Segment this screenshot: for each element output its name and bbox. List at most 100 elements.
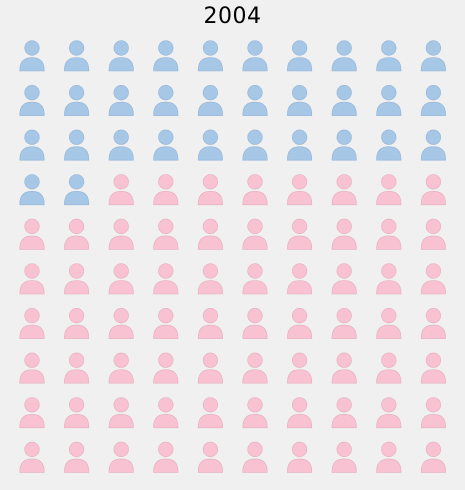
person-head: [158, 84, 174, 101]
person-head: [381, 129, 397, 145]
person-icon: [376, 352, 402, 384]
person-head: [292, 218, 308, 234]
person-head: [113, 218, 129, 234]
person-head: [68, 441, 85, 458]
person-head: [425, 308, 442, 324]
person-body: [242, 413, 268, 429]
person-head: [425, 352, 442, 368]
person-head: [336, 308, 352, 324]
person-body: [331, 413, 357, 429]
person-body: [331, 369, 357, 384]
person-head: [292, 40, 308, 56]
person-body: [19, 280, 45, 295]
person-body: [420, 280, 446, 295]
person-body: [376, 280, 402, 295]
person-head: [425, 263, 442, 279]
person-body: [287, 101, 313, 116]
person-body: [153, 413, 179, 429]
person-head: [336, 174, 352, 190]
person-icon: [287, 397, 313, 429]
person-icon: [153, 441, 179, 473]
person-body: [153, 101, 179, 116]
person-body: [331, 235, 357, 250]
person-body: [376, 413, 402, 429]
person-head: [158, 174, 174, 190]
person-head: [247, 308, 263, 324]
person-icon: [197, 40, 223, 72]
person-head: [336, 397, 352, 413]
person-body: [242, 458, 268, 473]
person-icon: [376, 308, 402, 339]
person-icon: [64, 308, 90, 339]
person-body: [287, 280, 313, 295]
person-body: [19, 235, 45, 250]
person-body: [64, 235, 90, 250]
person-body: [420, 101, 446, 116]
person-head: [68, 84, 85, 101]
person-body: [108, 369, 134, 384]
person-head: [381, 441, 397, 458]
person-head: [113, 441, 129, 458]
person-icon: [331, 352, 357, 384]
person-icon: [287, 40, 313, 72]
person-icon: [108, 441, 134, 473]
person-body: [64, 324, 90, 339]
person-icon: [19, 352, 45, 384]
person-head: [158, 308, 174, 324]
person-body: [19, 458, 45, 473]
person-body: [153, 57, 179, 72]
person-head: [202, 263, 218, 279]
person-icon: [376, 441, 402, 473]
person-head: [113, 40, 129, 56]
person-head: [202, 308, 218, 324]
person-icon: [331, 441, 357, 473]
person-body: [420, 146, 446, 161]
person-icon: [153, 397, 179, 429]
person-head: [68, 308, 85, 324]
person-icon: [242, 441, 268, 473]
person-head: [158, 129, 174, 145]
person-head: [113, 397, 129, 413]
person-icon: [197, 129, 223, 161]
person-body: [287, 57, 313, 72]
person-body: [108, 235, 134, 250]
person-icon: [108, 84, 134, 116]
person-icon: [420, 84, 446, 116]
person-head: [336, 129, 352, 145]
person-head: [68, 174, 85, 190]
person-body: [197, 324, 223, 339]
person-body: [420, 190, 446, 206]
person-head: [292, 441, 308, 458]
person-icon: [420, 308, 446, 339]
person-body: [420, 324, 446, 339]
person-icon: [153, 129, 179, 161]
person-icon: [64, 397, 90, 429]
person-icon: [242, 40, 268, 72]
person-body: [242, 369, 268, 384]
person-head: [425, 174, 442, 190]
person-head: [381, 397, 397, 413]
person-icon: [376, 40, 402, 72]
person-icon: [197, 352, 223, 384]
person-body: [108, 190, 134, 206]
person-icon: [287, 174, 313, 206]
person-body: [331, 324, 357, 339]
person-body: [287, 190, 313, 206]
person-body: [331, 280, 357, 295]
person-head: [68, 263, 85, 279]
person-head: [202, 352, 218, 368]
person-body: [153, 146, 179, 161]
person-icon: [331, 263, 357, 295]
person-head: [247, 263, 263, 279]
person-head: [24, 308, 40, 324]
person-icon: [287, 84, 313, 116]
person-body: [153, 369, 179, 384]
person-body: [287, 146, 313, 161]
person-body: [331, 458, 357, 473]
person-head: [202, 174, 218, 190]
person-body: [197, 369, 223, 384]
person-body: [64, 458, 90, 473]
person-head: [24, 129, 40, 145]
person-head: [158, 40, 174, 56]
